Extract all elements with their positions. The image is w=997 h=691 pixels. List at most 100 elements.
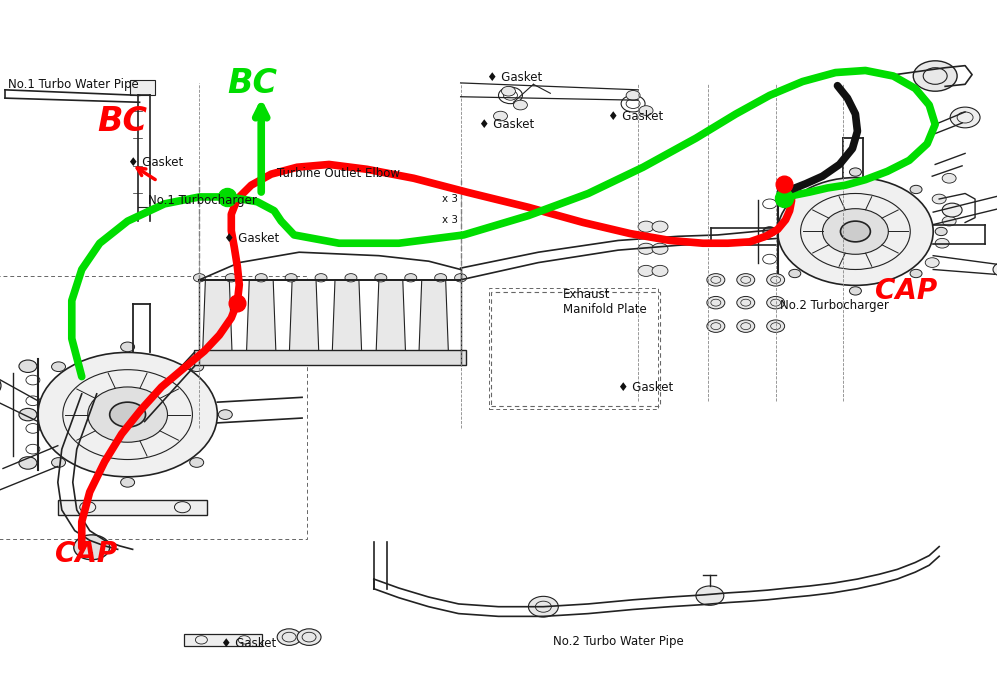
Text: CAP: CAP xyxy=(875,277,937,305)
Text: No.2 Turbo Water Pipe: No.2 Turbo Water Pipe xyxy=(553,635,684,648)
Circle shape xyxy=(778,178,933,285)
Text: ♦ Gasket: ♦ Gasket xyxy=(479,118,533,131)
Circle shape xyxy=(405,274,417,282)
Circle shape xyxy=(910,269,922,278)
Circle shape xyxy=(910,185,922,193)
Circle shape xyxy=(950,107,980,128)
Circle shape xyxy=(19,457,37,469)
Circle shape xyxy=(849,168,861,176)
Circle shape xyxy=(707,274,725,286)
Circle shape xyxy=(935,227,947,236)
Text: No.1 Turbo Water Pipe: No.1 Turbo Water Pipe xyxy=(8,78,139,91)
Circle shape xyxy=(218,410,232,419)
Circle shape xyxy=(707,320,725,332)
Text: Exhaust
Manifold Plate: Exhaust Manifold Plate xyxy=(563,288,647,316)
Circle shape xyxy=(52,362,66,372)
Bar xyxy=(489,288,658,409)
Circle shape xyxy=(38,352,217,477)
Circle shape xyxy=(767,296,785,309)
Text: ♦ Gasket: ♦ Gasket xyxy=(487,71,541,84)
Bar xyxy=(0,276,307,539)
Circle shape xyxy=(626,91,640,100)
Circle shape xyxy=(767,320,785,332)
Circle shape xyxy=(789,185,801,193)
Circle shape xyxy=(285,274,297,282)
Polygon shape xyxy=(202,280,232,359)
Circle shape xyxy=(255,274,267,282)
Bar xyxy=(194,350,466,365)
Circle shape xyxy=(767,274,785,286)
Polygon shape xyxy=(289,280,319,359)
Circle shape xyxy=(501,86,515,96)
Circle shape xyxy=(652,265,668,276)
Circle shape xyxy=(639,106,653,115)
Bar xyxy=(58,500,207,515)
Circle shape xyxy=(189,457,203,467)
Polygon shape xyxy=(332,280,362,359)
Circle shape xyxy=(638,265,654,276)
Circle shape xyxy=(942,216,956,226)
Circle shape xyxy=(737,296,755,309)
Text: ♦ Gasket: ♦ Gasket xyxy=(221,636,276,650)
Bar xyxy=(130,80,155,95)
Text: ♦ Gasket: ♦ Gasket xyxy=(224,232,279,245)
Text: No.1 Turbocharger: No.1 Turbocharger xyxy=(148,194,256,207)
Circle shape xyxy=(840,221,870,242)
Circle shape xyxy=(189,362,203,372)
Circle shape xyxy=(696,586,724,605)
Circle shape xyxy=(638,243,654,254)
Circle shape xyxy=(737,320,755,332)
Circle shape xyxy=(315,274,327,282)
Circle shape xyxy=(345,274,357,282)
Text: x 3: x 3 xyxy=(442,215,458,225)
Circle shape xyxy=(849,287,861,295)
Circle shape xyxy=(513,100,527,110)
Text: x 3: x 3 xyxy=(442,194,458,204)
Text: BC: BC xyxy=(98,105,148,138)
Circle shape xyxy=(74,535,110,560)
Text: BC: BC xyxy=(227,67,277,100)
Circle shape xyxy=(193,274,205,282)
Circle shape xyxy=(652,243,668,254)
Circle shape xyxy=(823,209,888,254)
Circle shape xyxy=(121,342,135,352)
Circle shape xyxy=(913,61,957,91)
Circle shape xyxy=(942,173,956,183)
Circle shape xyxy=(277,629,301,645)
Text: ♦ Gasket: ♦ Gasket xyxy=(618,381,673,394)
Circle shape xyxy=(932,194,946,204)
Polygon shape xyxy=(376,280,406,359)
Circle shape xyxy=(528,596,558,617)
Circle shape xyxy=(993,263,997,276)
Circle shape xyxy=(707,296,725,309)
Circle shape xyxy=(652,221,668,232)
Circle shape xyxy=(435,274,447,282)
Text: CAP: CAP xyxy=(55,540,117,568)
Text: ♦ Gasket: ♦ Gasket xyxy=(608,110,663,123)
Circle shape xyxy=(110,402,146,427)
Circle shape xyxy=(297,629,321,645)
Text: No.2 Turbocharger: No.2 Turbocharger xyxy=(780,299,888,312)
Circle shape xyxy=(942,203,962,217)
Circle shape xyxy=(19,408,37,421)
Circle shape xyxy=(23,410,37,419)
Circle shape xyxy=(225,274,237,282)
Circle shape xyxy=(764,227,776,236)
Circle shape xyxy=(494,111,507,121)
Circle shape xyxy=(121,477,135,487)
Circle shape xyxy=(737,274,755,286)
Circle shape xyxy=(789,269,801,278)
Polygon shape xyxy=(246,280,276,359)
Circle shape xyxy=(19,360,37,372)
Text: ♦ Gasket: ♦ Gasket xyxy=(128,156,182,169)
Text: Turbine Outlet Elbow: Turbine Outlet Elbow xyxy=(277,167,400,180)
Polygon shape xyxy=(419,280,449,359)
Circle shape xyxy=(52,457,66,467)
Circle shape xyxy=(935,238,949,248)
Bar xyxy=(184,634,262,646)
Circle shape xyxy=(455,274,467,282)
Circle shape xyxy=(375,274,387,282)
Circle shape xyxy=(638,221,654,232)
Circle shape xyxy=(0,373,1,398)
Bar xyxy=(491,292,660,406)
